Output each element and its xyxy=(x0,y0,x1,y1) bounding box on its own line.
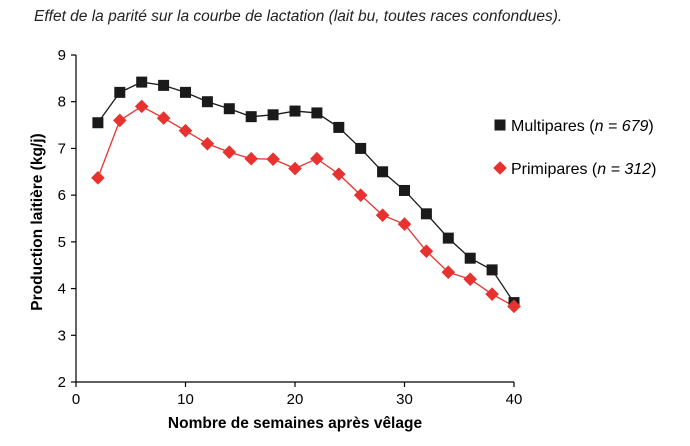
data-point-primipares xyxy=(375,208,390,223)
y-tick-label: 3 xyxy=(58,327,66,344)
y-tick-label: 7 xyxy=(58,140,66,157)
data-point-primipares xyxy=(397,217,412,231)
data-point-multipares xyxy=(442,232,454,244)
data-point-multipares xyxy=(245,111,257,123)
x-tick-label: 20 xyxy=(287,391,304,408)
data-point-multipares xyxy=(180,86,191,98)
data-point-multipares xyxy=(114,86,126,98)
data-point-primipares xyxy=(485,287,499,301)
x-tick-label: 40 xyxy=(506,391,523,408)
data-point-primipares xyxy=(200,136,215,151)
data-point-primipares xyxy=(288,161,302,176)
data-point-primipares xyxy=(113,113,127,128)
data-point-primipares xyxy=(463,272,477,287)
legend: Multipares (n = 679) Primipares (n = 312) xyxy=(493,118,656,178)
data-point-multipares xyxy=(377,166,389,178)
data-point-primipares xyxy=(91,171,105,185)
data-point-multipares xyxy=(92,117,104,129)
data-point-multipares xyxy=(136,76,148,88)
y-tick-label: 2 xyxy=(58,374,66,391)
data-point-primipares xyxy=(353,188,368,202)
y-tick-label: 5 xyxy=(58,234,66,251)
x-tick-label: 30 xyxy=(396,391,413,408)
y-tick-label: 8 xyxy=(58,94,66,111)
data-point-primipares xyxy=(419,244,434,258)
data-point-primipares xyxy=(222,145,237,159)
data-point-multipares xyxy=(289,105,301,117)
axes: 2 3 4 5 6 7 8 9 0 10 20 30 40 xyxy=(58,47,523,408)
data-point-multipares xyxy=(333,121,345,133)
x-tick-label: 10 xyxy=(177,391,194,408)
data-point-multipares xyxy=(223,103,235,115)
y-tick-label: 9 xyxy=(58,47,66,64)
data-point-primipares xyxy=(178,123,193,138)
legend-label-primipares: Primipares (n = 312) xyxy=(511,161,656,178)
series-line-primipares xyxy=(97,105,515,307)
data-point-multipares xyxy=(464,252,476,264)
data-point-multipares xyxy=(201,96,213,108)
data-point-multipares xyxy=(267,109,279,121)
data-point-multipares xyxy=(311,107,323,119)
chart-title: Effet de la parité sur la courbe de lact… xyxy=(34,8,563,25)
data-point-multipares xyxy=(399,184,410,196)
data-point-primipares xyxy=(507,299,521,314)
y-axis-label: Production laitière (kg/j) xyxy=(29,133,46,310)
legend-marker-multipares xyxy=(494,119,506,131)
data-point-primipares xyxy=(244,151,258,166)
legend-marker-primipares xyxy=(493,161,507,175)
series-markers xyxy=(91,76,521,314)
data-point-primipares xyxy=(266,152,280,166)
data-point-multipares xyxy=(420,208,432,220)
legend-label-multipares: Multipares (n = 679) xyxy=(511,118,654,135)
data-point-primipares xyxy=(441,265,456,280)
data-point-multipares xyxy=(158,79,170,91)
y-tick-label: 4 xyxy=(58,281,66,298)
y-tick-label: 6 xyxy=(58,187,66,204)
data-point-primipares xyxy=(332,167,346,181)
data-point-multipares xyxy=(355,142,367,154)
data-point-primipares xyxy=(134,99,149,114)
x-axis-label: Nombre de semaines après vêlage xyxy=(168,415,423,432)
data-point-primipares xyxy=(156,111,171,125)
data-point-primipares xyxy=(310,151,324,166)
x-tick-label: 0 xyxy=(72,391,80,408)
data-point-multipares xyxy=(486,264,498,276)
